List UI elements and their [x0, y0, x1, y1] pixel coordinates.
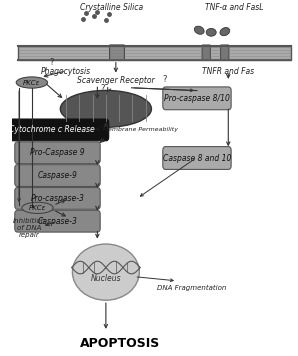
FancyBboxPatch shape [15, 142, 100, 164]
Ellipse shape [220, 27, 230, 36]
Ellipse shape [194, 26, 204, 34]
Text: TNFR and Fas: TNFR and Fas [202, 67, 254, 76]
Ellipse shape [206, 28, 216, 36]
Text: DNA Fragmentation: DNA Fragmentation [156, 285, 226, 291]
Text: Pro-caspase 8/10: Pro-caspase 8/10 [164, 94, 230, 103]
Text: Phagocytosis: Phagocytosis [41, 67, 91, 76]
FancyBboxPatch shape [15, 188, 100, 209]
Text: ?: ? [100, 84, 105, 93]
FancyBboxPatch shape [15, 165, 100, 187]
FancyBboxPatch shape [202, 45, 210, 60]
Text: PKCε: PKCε [29, 205, 46, 211]
Ellipse shape [16, 77, 47, 88]
Text: Scavenger Receptor: Scavenger Receptor [77, 76, 155, 85]
Ellipse shape [60, 90, 151, 127]
Text: TNF-α and FasL: TNF-α and FasL [205, 3, 263, 12]
Text: Nucleus: Nucleus [91, 273, 121, 283]
Text: ?: ? [49, 58, 54, 67]
Text: Pro-caspase-3: Pro-caspase-3 [30, 194, 84, 203]
Text: Altered Mitochondrial Membrane Permeability: Altered Mitochondrial Membrane Permeabil… [33, 127, 179, 132]
Text: Caspase-9: Caspase-9 [38, 171, 77, 180]
Text: Caspase-3: Caspase-3 [38, 217, 77, 226]
Text: Cytochrome c Release: Cytochrome c Release [9, 125, 95, 135]
FancyBboxPatch shape [110, 45, 124, 60]
Text: Crystalline Silica: Crystalline Silica [80, 3, 143, 12]
Text: APOPTOSIS: APOPTOSIS [80, 337, 160, 350]
Ellipse shape [22, 202, 53, 214]
FancyBboxPatch shape [221, 45, 229, 60]
FancyBboxPatch shape [0, 119, 109, 141]
Text: Caspase 8 and 10: Caspase 8 and 10 [163, 153, 231, 162]
Text: PKCε: PKCε [23, 79, 41, 85]
Text: ?: ? [162, 75, 167, 84]
FancyBboxPatch shape [163, 87, 231, 110]
FancyBboxPatch shape [163, 147, 231, 169]
Text: Pro-Caspase 9: Pro-Caspase 9 [30, 148, 85, 157]
Bar [18, 46, 291, 60]
Text: Inhibition
of DNA
repair: Inhibition of DNA repair [13, 218, 46, 238]
Ellipse shape [72, 244, 139, 300]
FancyBboxPatch shape [15, 210, 100, 232]
